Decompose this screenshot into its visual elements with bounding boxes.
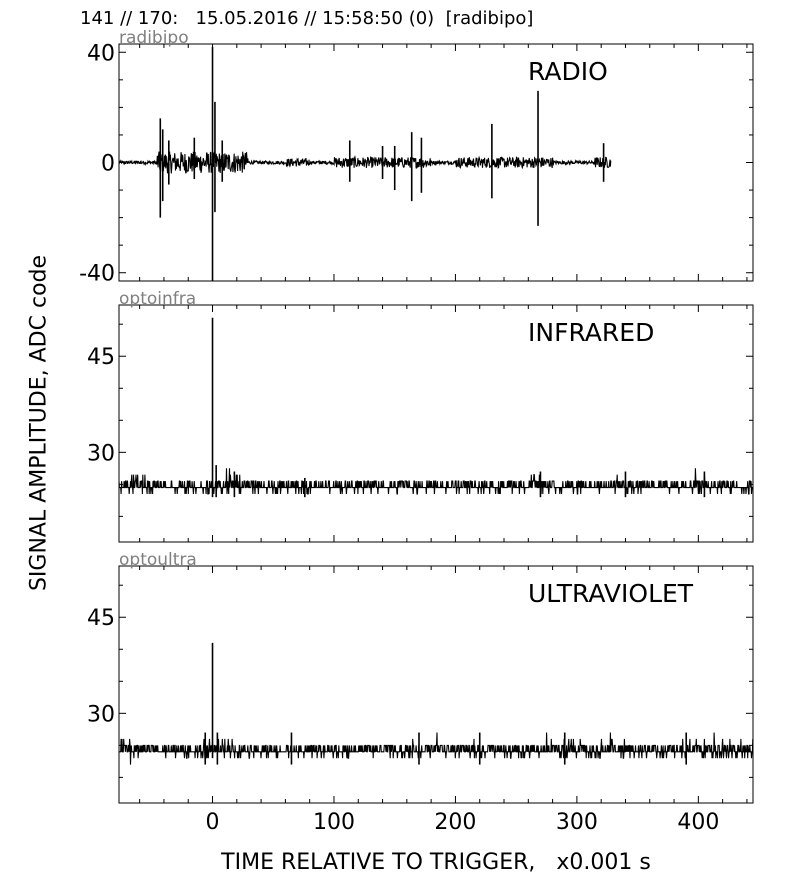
x-tick-label: 200 xyxy=(434,810,476,835)
plot-frame xyxy=(118,304,754,543)
panel-title: ULTRAVIOLET xyxy=(528,579,694,608)
channel-label: optoinfra xyxy=(119,289,196,309)
y-tick-label: 45 xyxy=(87,606,115,631)
panel-radibipo: radibipo RADIO 40 0 -40 xyxy=(79,28,754,287)
channel-label: radibipo xyxy=(119,28,189,48)
channel-label: optoultra xyxy=(119,550,197,570)
panel-title: RADIO xyxy=(528,57,608,86)
x-axis-label: TIME RELATIVE TO TRIGGER, x0.001 s xyxy=(221,850,651,875)
x-tick-label: 300 xyxy=(556,810,598,835)
x-tick-label: 400 xyxy=(677,810,719,835)
y-tick-label: -40 xyxy=(79,262,115,287)
panel-title: INFRARED xyxy=(528,318,654,347)
panel-optoultra: optoultra ULTRAVIOLET 0 100 200 300 400 45 30 xyxy=(87,550,754,835)
x-tick-label: 0 xyxy=(206,810,220,835)
signal-trace xyxy=(119,468,753,495)
signal-trace xyxy=(119,151,612,174)
y-tick-label: 30 xyxy=(87,441,115,466)
y-tick-label: 40 xyxy=(87,41,115,66)
panel-optoinfra: optoinfra INFRARED 45 30 xyxy=(87,289,754,543)
signal-trace xyxy=(119,732,753,765)
x-tick-label: 100 xyxy=(313,810,355,835)
y-tick-label: 0 xyxy=(101,152,115,177)
y-tick-label: 45 xyxy=(87,345,115,370)
y-tick-label: 30 xyxy=(87,702,115,727)
figure-header: 141 // 170: 15.05.2016 // 15:58:50 (0) [… xyxy=(80,8,534,29)
plot-frame xyxy=(118,565,754,804)
